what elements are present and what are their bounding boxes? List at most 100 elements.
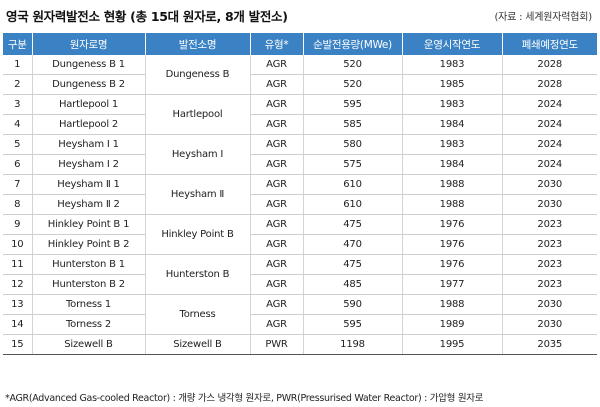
cell-no: 11 bbox=[3, 254, 33, 275]
cell-reactor: Heysham I 2 bbox=[31, 154, 146, 175]
cell-reactor: Hunterston B 1 bbox=[31, 254, 146, 275]
cell-start-year: 1984 bbox=[401, 154, 503, 175]
cell-type: AGR bbox=[249, 234, 304, 255]
cell-start-year: 1988 bbox=[401, 294, 503, 315]
table-row: 8 Heysham Ⅱ 2 AGR 610 1988 2030 bbox=[3, 194, 597, 215]
table-row: 15 Sizewell B Sizewell B PWR 1198 1995 2… bbox=[3, 334, 597, 355]
cell-start-year: 1988 bbox=[401, 194, 503, 215]
cell-start-year: 1976 bbox=[401, 234, 503, 255]
header-plant: 발전소명 bbox=[144, 33, 251, 55]
cell-no: 12 bbox=[3, 274, 33, 295]
cell-close-year: 2024 bbox=[501, 94, 597, 115]
cell-no: 13 bbox=[3, 294, 33, 315]
cell-type: AGR bbox=[249, 74, 304, 95]
cell-no: 4 bbox=[3, 114, 33, 135]
cell-no: 3 bbox=[3, 94, 33, 115]
cell-reactor: Hinkley Point B 2 bbox=[31, 234, 146, 255]
table-row: 12 Hunterston B 2 AGR 485 1977 2023 bbox=[3, 274, 597, 295]
cell-close-year: 2023 bbox=[501, 234, 597, 255]
cell-capacity: 485 bbox=[302, 274, 403, 295]
cell-type: PWR bbox=[249, 334, 304, 355]
cell-start-year: 1983 bbox=[401, 134, 503, 155]
cell-no: 7 bbox=[3, 174, 33, 195]
cell-type: AGR bbox=[249, 55, 304, 75]
cell-plant: Sizewell B bbox=[144, 334, 251, 355]
cell-reactor: Torness 2 bbox=[31, 314, 146, 335]
cell-start-year: 1983 bbox=[401, 55, 503, 75]
cell-capacity: 595 bbox=[302, 94, 403, 115]
cell-type: AGR bbox=[249, 254, 304, 275]
cell-close-year: 2023 bbox=[501, 274, 597, 295]
cell-plant: Heysham I bbox=[144, 134, 251, 175]
cell-reactor: Dungeness B 1 bbox=[31, 55, 146, 75]
table-row: 13 Torness 1 Torness AGR 590 1988 2030 bbox=[3, 294, 597, 335]
cell-close-year: 2030 bbox=[501, 194, 597, 215]
cell-start-year: 1984 bbox=[401, 114, 503, 135]
reactor-table: 구분 원자로명 발전소명 유형* 순발전용량(MWe) 운영시작연도 폐쇄예정연… bbox=[3, 33, 597, 355]
table-row: 3 Hartlepool 1 Hartlepool AGR 595 1983 2… bbox=[3, 94, 597, 135]
cell-plant: Dungeness B bbox=[144, 55, 251, 95]
table-row: 4 Hartlepool 2 AGR 585 1984 2024 bbox=[3, 114, 597, 135]
cell-close-year: 2030 bbox=[501, 174, 597, 195]
cell-close-year: 2028 bbox=[501, 55, 597, 75]
table-row: 5 Heysham I 1 Heysham I AGR 580 1983 202… bbox=[3, 134, 597, 175]
cell-no: 5 bbox=[3, 134, 33, 155]
cell-type: AGR bbox=[249, 114, 304, 135]
cell-type: AGR bbox=[249, 274, 304, 295]
footnote: *AGR(Advanced Gas-cooled Reactor) : 개량 가… bbox=[5, 393, 484, 404]
table-row: 2 Dungeness B 2 AGR 520 1985 2028 bbox=[3, 74, 597, 95]
cell-reactor: Torness 1 bbox=[31, 294, 146, 315]
cell-reactor: Heysham Ⅱ 2 bbox=[31, 194, 146, 215]
cell-close-year: 2030 bbox=[501, 314, 597, 335]
source-label: (자료 : 세계원자력협회) bbox=[494, 12, 592, 23]
cell-capacity: 520 bbox=[302, 55, 403, 75]
cell-no: 9 bbox=[3, 214, 33, 235]
cell-type: AGR bbox=[249, 314, 304, 335]
cell-start-year: 1983 bbox=[401, 94, 503, 115]
cell-close-year: 2023 bbox=[501, 254, 597, 275]
table-row: 7 Heysham Ⅱ 1 Heysham Ⅱ AGR 610 1988 203… bbox=[3, 174, 597, 215]
cell-reactor: Heysham Ⅱ 1 bbox=[31, 174, 146, 195]
cell-start-year: 1995 bbox=[401, 334, 503, 355]
cell-close-year: 2030 bbox=[501, 294, 597, 315]
cell-close-year: 2023 bbox=[501, 214, 597, 235]
table-row: 10 Hinkley Point B 2 AGR 470 1976 2023 bbox=[3, 234, 597, 255]
cell-capacity: 585 bbox=[302, 114, 403, 135]
cell-capacity: 610 bbox=[302, 194, 403, 215]
cell-no: 10 bbox=[3, 234, 33, 255]
cell-start-year: 1985 bbox=[401, 74, 503, 95]
cell-start-year: 1976 bbox=[401, 214, 503, 235]
cell-close-year: 2024 bbox=[501, 154, 597, 175]
cell-type: AGR bbox=[249, 194, 304, 215]
cell-plant: Hartlepool bbox=[144, 94, 251, 135]
cell-start-year: 1989 bbox=[401, 314, 503, 335]
cell-capacity: 475 bbox=[302, 214, 403, 235]
header-capacity: 순발전용량(MWe) bbox=[302, 33, 403, 55]
table-header-row: 구분 원자로명 발전소명 유형* 순발전용량(MWe) 운영시작연도 폐쇄예정연… bbox=[3, 33, 597, 55]
cell-plant: Hunterston B bbox=[144, 254, 251, 295]
header-no: 구분 bbox=[3, 33, 33, 55]
cell-reactor: Dungeness B 2 bbox=[31, 74, 146, 95]
cell-start-year: 1988 bbox=[401, 174, 503, 195]
cell-no: 2 bbox=[3, 74, 33, 95]
header-close-year: 폐쇄예정연도 bbox=[501, 33, 597, 55]
cell-plant: Heysham Ⅱ bbox=[144, 174, 251, 215]
cell-reactor: Sizewell B bbox=[31, 334, 146, 355]
table-row: 14 Torness 2 AGR 595 1989 2030 bbox=[3, 314, 597, 335]
cell-no: 1 bbox=[3, 55, 33, 75]
cell-capacity: 595 bbox=[302, 314, 403, 335]
cell-type: AGR bbox=[249, 214, 304, 235]
cell-no: 15 bbox=[3, 334, 33, 355]
cell-type: AGR bbox=[249, 154, 304, 175]
cell-type: AGR bbox=[249, 294, 304, 315]
cell-capacity: 1198 bbox=[302, 334, 403, 355]
cell-reactor: Hartlepool 2 bbox=[31, 114, 146, 135]
cell-capacity: 590 bbox=[302, 294, 403, 315]
cell-reactor: Hunterston B 2 bbox=[31, 274, 146, 295]
cell-reactor: Heysham I 1 bbox=[31, 134, 146, 155]
cell-close-year: 2024 bbox=[501, 134, 597, 155]
cell-no: 14 bbox=[3, 314, 33, 335]
cell-type: AGR bbox=[249, 174, 304, 195]
cell-no: 6 bbox=[3, 154, 33, 175]
cell-plant: Hinkley Point B bbox=[144, 214, 251, 255]
